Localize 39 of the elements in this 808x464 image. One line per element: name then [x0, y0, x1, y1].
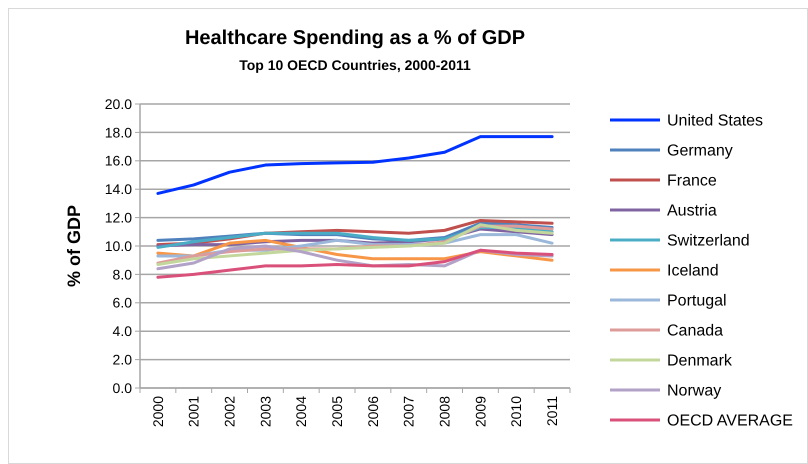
chart-subtitle: Top 10 OECD Countries, 2000-2011 [239, 57, 472, 73]
legend-label: Portugal [667, 292, 727, 310]
x-tick-label: 2000 [150, 396, 166, 428]
y-tick-label: 20.0 [104, 96, 132, 112]
legend-label: Iceland [667, 262, 719, 280]
legend-label: United States [667, 112, 764, 130]
y-tick-label: 0.0 [112, 380, 132, 396]
x-tick-label: 2003 [257, 396, 274, 428]
x-tick-label: 2005 [328, 396, 345, 428]
x-tick-label: 2004 [293, 396, 310, 428]
line-series [156, 135, 554, 195]
y-tick-label: 2.0 [112, 352, 132, 368]
y-tick-label: 6.0 [112, 294, 132, 311]
y-tick-label: 10.0 [104, 238, 132, 254]
legend-label: OECD AVERAGE [667, 412, 793, 430]
x-tick-label: 2002 [221, 396, 238, 428]
y-tick-label: 4.0 [112, 323, 132, 340]
y-tick-label: 8.0 [112, 266, 132, 282]
x-tick-label: 2011 [544, 396, 560, 426]
legend-label: Canada [667, 322, 724, 340]
line-series [156, 248, 554, 279]
legend-label: Norway [667, 382, 722, 400]
legend-label: Switzerland [667, 232, 750, 250]
legend-label: Austria [667, 202, 717, 220]
legend-label: Germany [667, 142, 733, 160]
x-tick-label: 2001 [186, 396, 202, 428]
y-tick-label: 16.0 [104, 152, 132, 169]
x-tick-label: 2008 [436, 396, 452, 428]
x-tick-label: 2007 [400, 396, 417, 428]
y-tick-label: 12.0 [104, 210, 132, 226]
legend-label: France [667, 172, 717, 190]
chart-title: Healthcare Spending as a % of GDP [184, 27, 526, 49]
y-tick-label: 14.0 [104, 181, 132, 198]
y-tick-label: 18.0 [104, 124, 132, 140]
x-tick-label: 2006 [364, 396, 381, 428]
x-tick-label: 2009 [472, 396, 488, 428]
x-tick-label: 2010 [508, 396, 524, 428]
y-axis-title: % of GDP [64, 204, 84, 288]
legend-label: Denmark [667, 352, 733, 370]
